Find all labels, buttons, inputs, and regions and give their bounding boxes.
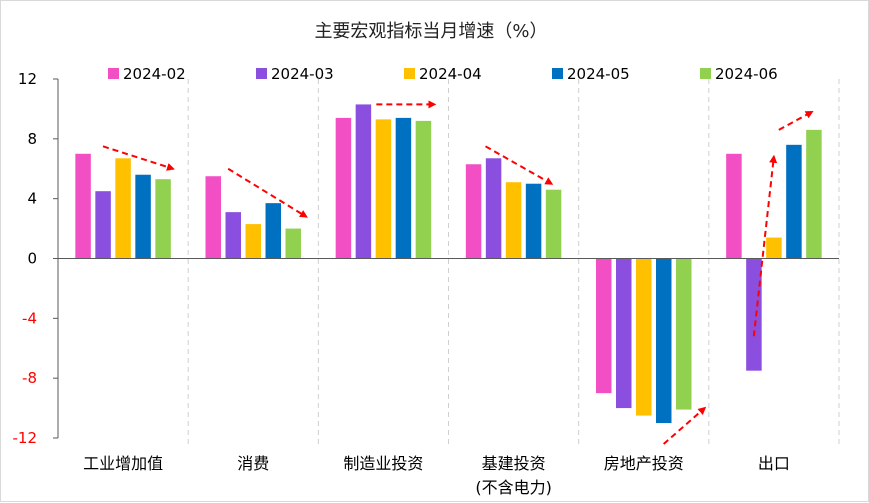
legend-label: 2024-03 [271,65,334,83]
legend-swatch [404,68,415,79]
y-tick-label: 4 [27,190,37,208]
bar [395,117,412,259]
chart-title: 主要宏观指标当月增速（%） [314,21,547,42]
bar [375,119,392,259]
y-tick-label: -8 [22,369,37,387]
legend-swatch [552,68,563,79]
trend-arrow [752,154,778,337]
x-category-label: 工业增加值 [83,454,163,473]
x-category-label: 基建投资(不含电力) [475,454,552,497]
bar [245,224,261,259]
legend: 2024-02 2024-03 2024-04 2024-05 2024-06 [108,65,778,83]
bar [676,258,692,410]
trend-arrow [485,145,554,185]
legend-label: 2024-06 [715,65,778,83]
trend-arrow [227,167,308,218]
bar [545,189,562,259]
bar [335,117,352,259]
y-tick-label: 0 [27,250,37,268]
bar [636,258,652,416]
trend-arrow [102,145,175,171]
bar [505,182,522,259]
bar [95,191,111,259]
bar [355,104,372,259]
trend-arrow [663,406,707,445]
x-category-label: 出口 [758,454,790,473]
y-tick-label: -4 [22,309,37,327]
bar [465,164,482,259]
bar [656,258,672,424]
bars [75,104,822,424]
legend-swatch [108,68,119,79]
bar [205,176,221,259]
bar [786,144,802,259]
bar [525,183,542,259]
legend-swatch [700,68,711,79]
bar [265,203,281,259]
bar [746,258,762,371]
bar [155,179,171,259]
bar [415,120,432,259]
bar [225,212,241,259]
bar [616,258,632,409]
x-category-label: 制造业投资 [343,454,423,473]
trend-arrows [102,100,814,445]
y-tick-label: -12 [13,429,38,447]
bar [115,158,131,259]
bar [766,237,782,259]
bar [285,228,301,259]
y-tick-labels: 12 8 4 0 -4 -8 -12 [13,70,38,447]
x-category-label: 消费 [237,454,269,473]
bar [135,174,151,259]
legend-label: 2024-05 [567,65,630,83]
legend-label: 2024-02 [123,65,186,83]
bar [726,153,742,259]
bar [806,129,822,259]
y-tick-label: 8 [27,130,37,148]
x-category-label: 房地产投资 [604,454,684,473]
legend-swatch [256,68,267,79]
bar [596,258,612,394]
axes [53,78,839,439]
bar [485,158,502,259]
trend-arrow [778,110,814,131]
bar [75,153,91,259]
legend-label: 2024-04 [419,65,482,83]
y-tick-label: 12 [18,70,37,88]
category-separators [187,79,840,448]
x-category-labels: 工业增加值 消费 制造业投资 基建投资(不含电力) 房地产投资 出口 [83,454,790,497]
